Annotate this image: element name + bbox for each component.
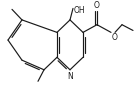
Text: O: O [112, 33, 118, 42]
Text: O: O [94, 1, 100, 10]
Text: OH: OH [74, 7, 86, 15]
Text: N: N [67, 72, 73, 81]
